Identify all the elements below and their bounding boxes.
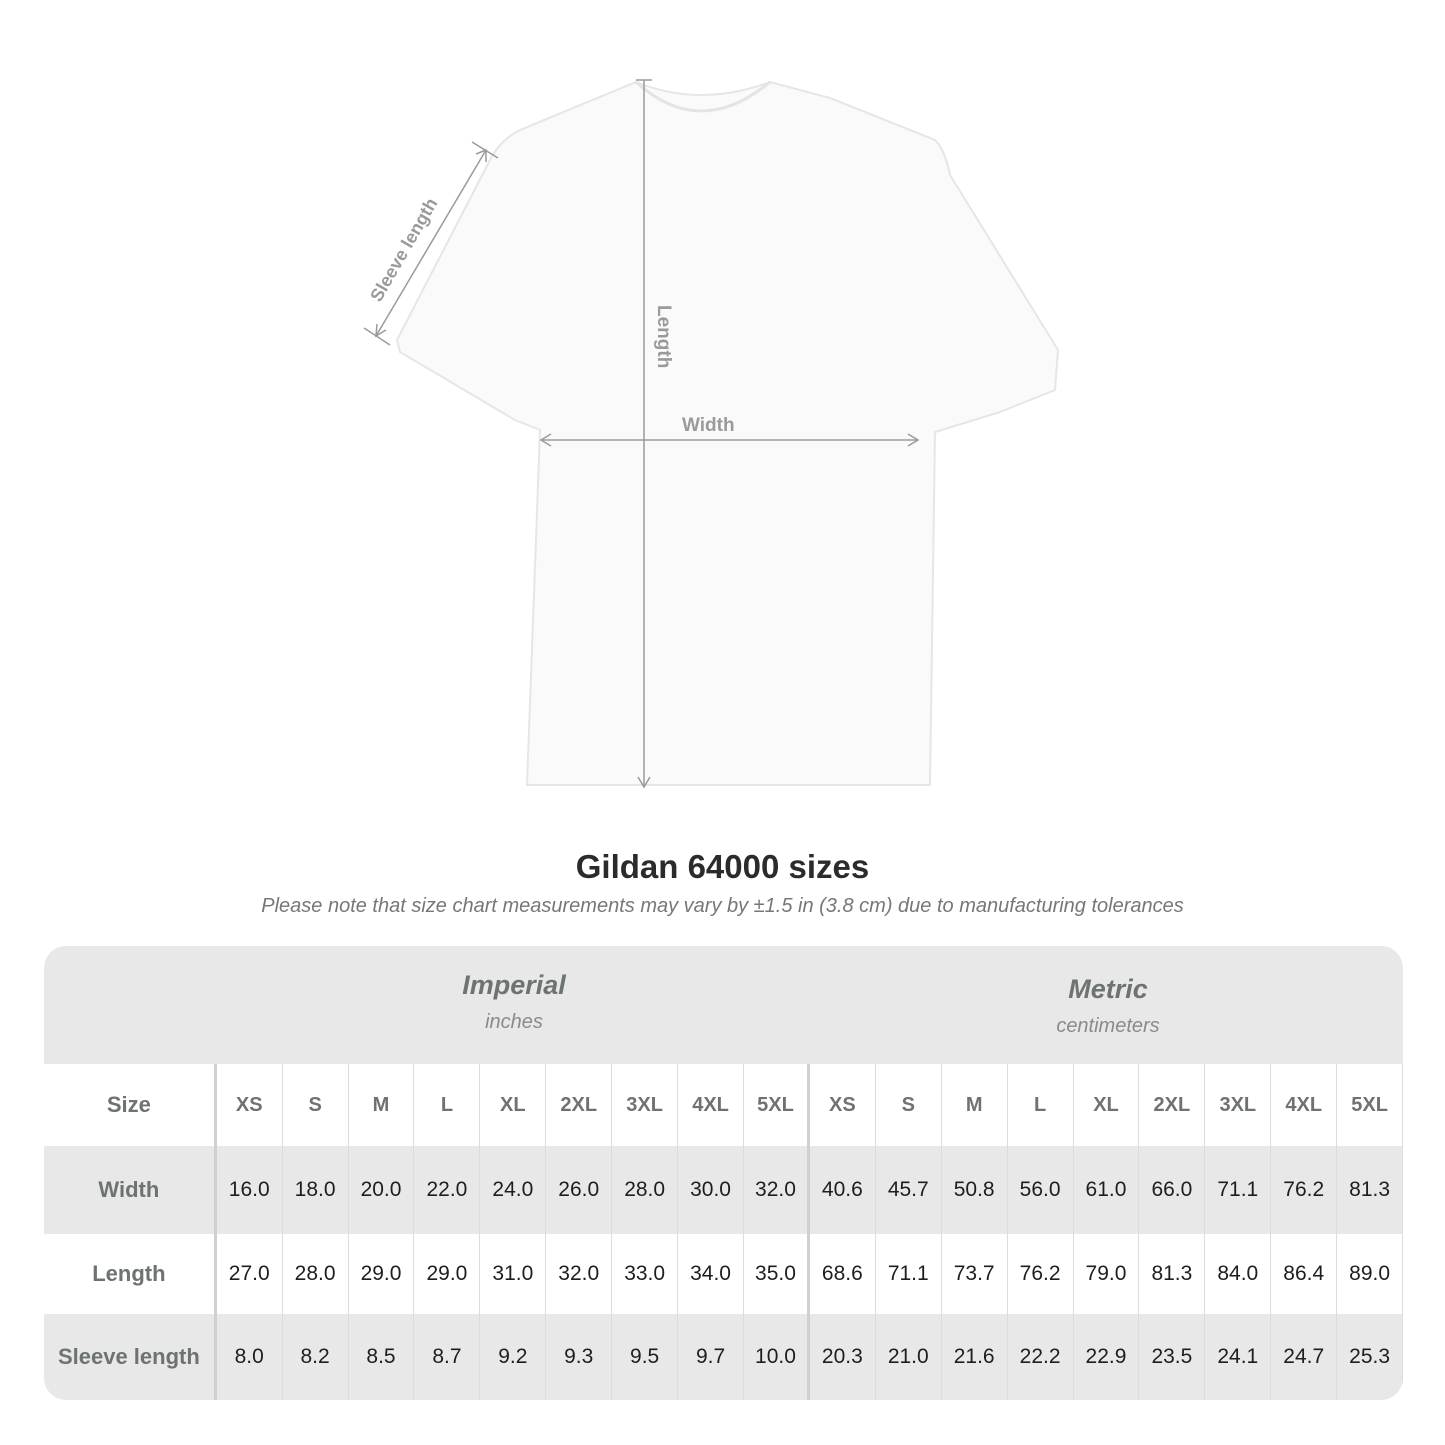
table-cell: 29.0 <box>349 1234 415 1314</box>
table-cell: 24.7 <box>1271 1314 1338 1400</box>
table-cell: 30.0 <box>678 1146 744 1234</box>
table-cell: 28.0 <box>612 1146 679 1234</box>
table-cell: 21.0 <box>876 1314 942 1400</box>
sleeve-measure-line <box>375 149 487 337</box>
table-cell: 20.3 <box>810 1314 876 1400</box>
page-title: Gildan 64000 sizes <box>575 848 870 885</box>
row-label: Length <box>44 1234 217 1314</box>
t-shirt-shape <box>395 80 1060 786</box>
size-metric-s: S <box>876 1064 942 1146</box>
size-metric-xl: XL <box>1074 1064 1140 1146</box>
table-cell: 22.9 <box>1074 1314 1140 1400</box>
table-cell: 8.0 <box>217 1314 283 1400</box>
size-imperial-5xl: 5XL <box>744 1064 810 1146</box>
table-cell: 56.0 <box>1008 1146 1074 1234</box>
table-cell: 68.6 <box>810 1234 876 1314</box>
table-row-width: Width 16.0 18.0 20.0 22.0 24.0 26.0 28.0 30.0 32.… <box>44 1146 1403 1234</box>
table-cell: 9.3 <box>546 1314 613 1400</box>
table-cell: 10.0 <box>744 1314 810 1400</box>
size-imperial-l: L <box>414 1064 481 1146</box>
table-cell: 24.1 <box>1205 1314 1272 1400</box>
size-metric-2xl: 2XL <box>1139 1064 1206 1146</box>
size-metric-3xl: 3XL <box>1205 1064 1272 1146</box>
size-imperial-xl: XL <box>480 1064 547 1146</box>
table-cell: 20.0 <box>349 1146 415 1234</box>
table-cell: 73.7 <box>942 1234 1008 1314</box>
table-cell: 33.0 <box>612 1234 679 1314</box>
table-cell: 23.5 <box>1139 1314 1206 1400</box>
row-label: Width <box>44 1146 217 1234</box>
table-cell: 40.6 <box>810 1146 876 1234</box>
table-cell: 71.1 <box>876 1234 942 1314</box>
size-metric-5xl: 5XL <box>1337 1064 1403 1146</box>
size-imperial-3xl: 3XL <box>612 1064 679 1146</box>
table-cell: 22.0 <box>414 1146 481 1234</box>
size-label: Size <box>44 1064 217 1146</box>
size-metric-l: L <box>1008 1064 1074 1146</box>
table-cell: 81.3 <box>1139 1234 1206 1314</box>
table-cell: 31.0 <box>480 1234 547 1314</box>
length-label: Length <box>653 305 674 368</box>
size-table: Imperial inches Metric centimeters Size X… <box>44 946 1403 1400</box>
table-cell: 26.0 <box>546 1146 613 1234</box>
table-cell: 21.6 <box>942 1314 1008 1400</box>
row-label: Sleeve length <box>44 1314 217 1400</box>
table-cell: 71.1 <box>1205 1146 1272 1234</box>
table-cell: 79.0 <box>1074 1234 1140 1314</box>
table-cell: 32.0 <box>546 1234 613 1314</box>
size-imperial-xs: XS <box>217 1064 283 1146</box>
table-cell: 32.0 <box>744 1146 810 1234</box>
table-cell: 81.3 <box>1337 1146 1403 1234</box>
size-imperial-s: S <box>283 1064 349 1146</box>
table-cell: 86.4 <box>1271 1234 1338 1314</box>
table-cell: 18.0 <box>283 1146 349 1234</box>
size-imperial-2xl: 2XL <box>546 1064 613 1146</box>
size-header-row: Size XS S M L XL 2XL 3XL 4XL 5XL XS S M L XL 2XL 3XL 4XL 5… <box>44 1064 1403 1146</box>
metric-header: Metric centimeters <box>811 974 1403 1092</box>
table-cell: 34.0 <box>678 1234 744 1314</box>
table-cell: 50.8 <box>942 1146 1008 1234</box>
size-imperial-4xl: 4XL <box>678 1064 744 1146</box>
size-metric-xs: XS <box>810 1064 876 1146</box>
table-cell: 8.5 <box>349 1314 415 1400</box>
width-label: Width <box>682 415 735 436</box>
size-metric-4xl: 4XL <box>1271 1064 1338 1146</box>
table-cell: 28.0 <box>283 1234 349 1314</box>
table-cell: 25.3 <box>1337 1314 1403 1400</box>
table-cell: 35.0 <box>744 1234 810 1314</box>
table-cell: 16.0 <box>217 1146 283 1234</box>
imperial-title: Imperial <box>462 970 566 1000</box>
t-shirt-illustration: Sleeve length Length Width <box>363 79 1060 789</box>
table-cell: 9.5 <box>612 1314 679 1400</box>
table-cell: 89.0 <box>1337 1234 1403 1314</box>
table-cell: 66.0 <box>1139 1146 1206 1234</box>
table-cell: 76.2 <box>1271 1146 1338 1234</box>
table-cell: 45.7 <box>876 1146 942 1234</box>
table-cell: 24.0 <box>480 1146 547 1234</box>
imperial-header: Imperial inches <box>217 970 811 1088</box>
size-metric-m: M <box>942 1064 1008 1146</box>
table-cell: 61.0 <box>1074 1146 1140 1234</box>
table-cell: 8.2 <box>283 1314 349 1400</box>
imperial-unit: inches <box>485 1011 543 1033</box>
table-cell: 29.0 <box>414 1234 481 1314</box>
table-cell: 9.7 <box>678 1314 744 1400</box>
table-row-sleeve-length: Sleeve length 8.0 8.2 8.5 8.7 9.2 9.3 9.5 9.7 10.… <box>44 1314 1403 1400</box>
table-cell: 9.2 <box>480 1314 547 1400</box>
table-cell: 76.2 <box>1008 1234 1074 1314</box>
tolerance-note: Please note that size chart measurements… <box>261 895 1184 917</box>
table-cell: 84.0 <box>1205 1234 1272 1314</box>
table-row-length: Length 27.0 28.0 29.0 29.0 31.0 32.0 33.0 34.0 35… <box>44 1234 1403 1314</box>
size-imperial-m: M <box>349 1064 415 1146</box>
table-cell: 27.0 <box>217 1234 283 1314</box>
table-cell: 8.7 <box>414 1314 481 1400</box>
metric-title: Metric <box>1068 974 1148 1004</box>
metric-unit: centimeters <box>1056 1015 1160 1037</box>
table-cell: 22.2 <box>1008 1314 1074 1400</box>
